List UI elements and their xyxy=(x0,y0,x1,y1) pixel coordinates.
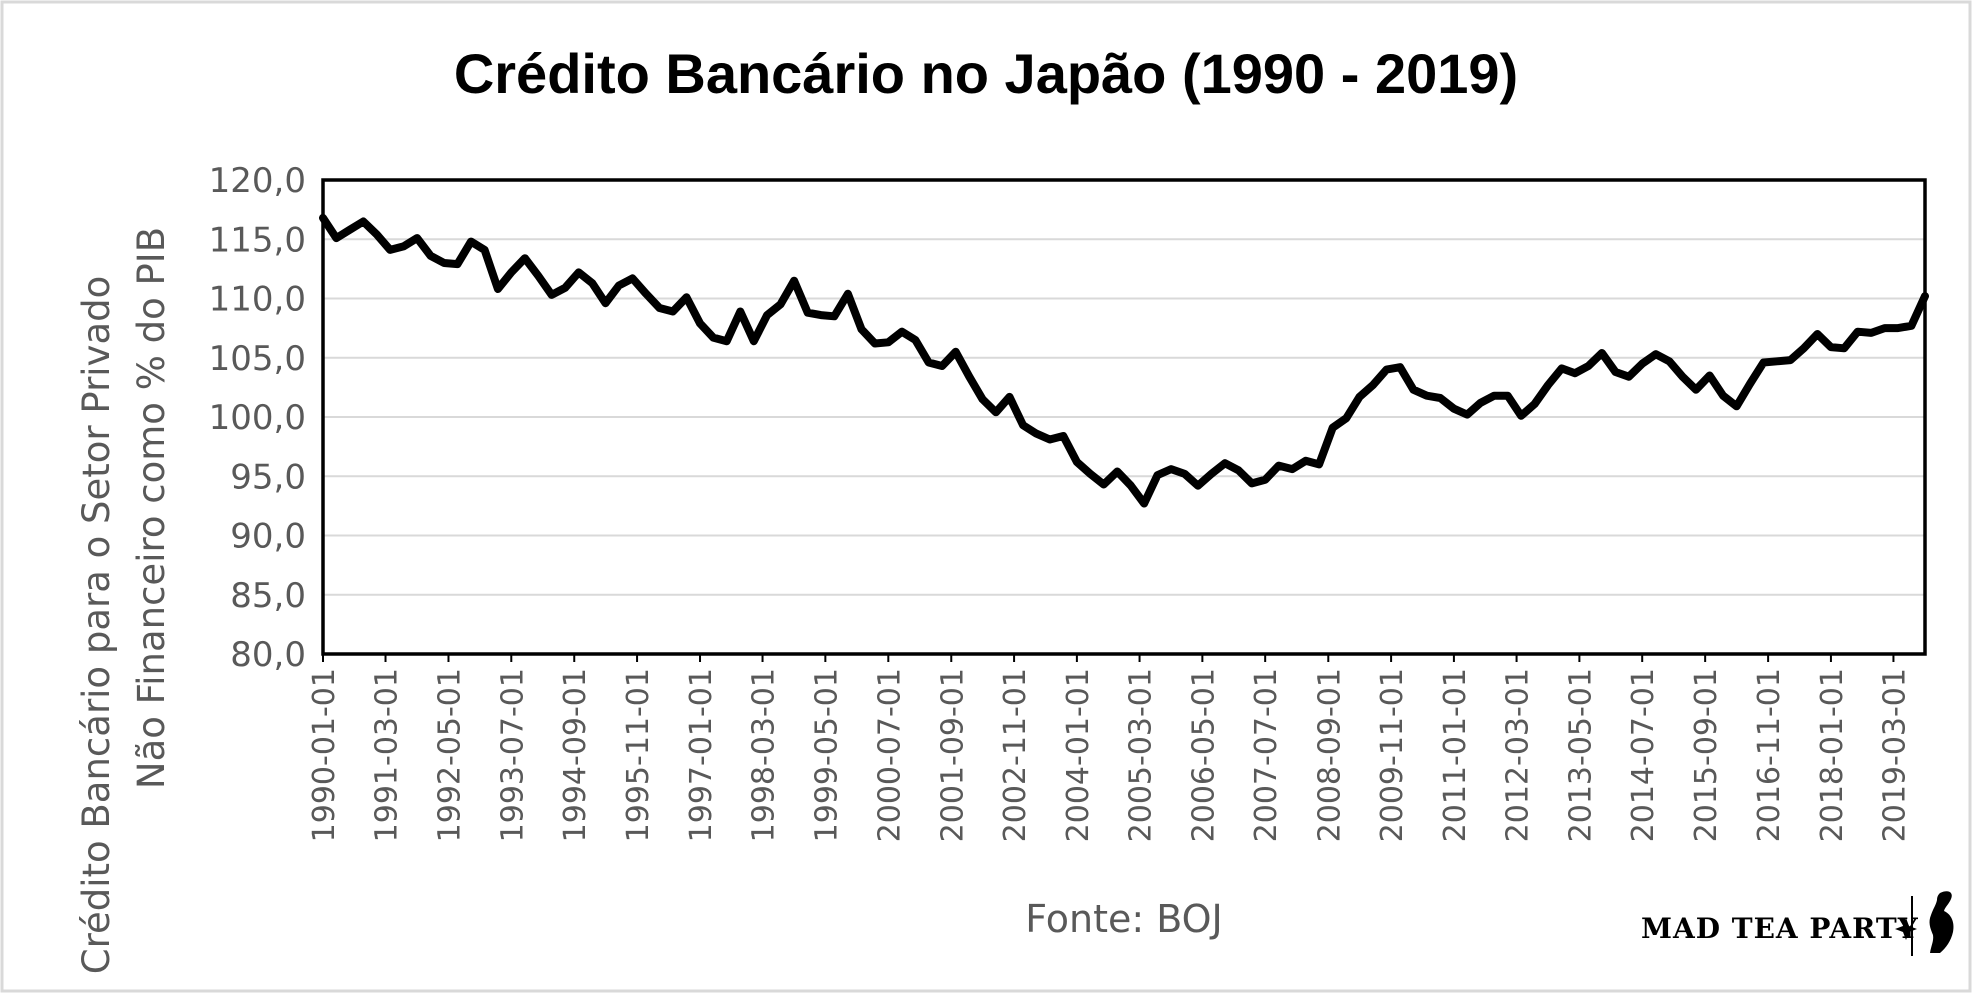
x-tick-label: 2004-01-01 xyxy=(1061,668,1096,842)
y-axis-label: Crédito Bancário para o Setor Privado Nã… xyxy=(75,227,173,974)
x-tick-label: 2002-11-01 xyxy=(998,668,1033,842)
source-note: Fonte: BOJ xyxy=(1025,897,1223,941)
x-tick-label: 1995-11-01 xyxy=(621,668,656,842)
series-line xyxy=(319,213,1929,508)
x-tick-label: 2008-09-01 xyxy=(1312,668,1347,842)
x-tick-label: 2006-05-01 xyxy=(1186,668,1221,842)
y-tick-label: 95,0 xyxy=(230,457,306,497)
x-tick-label: 2001-09-01 xyxy=(935,668,970,842)
y-tick-label: 80,0 xyxy=(230,635,306,675)
x-tick-label: 2011-01-01 xyxy=(1438,668,1473,842)
x-tick-label: 2009-11-01 xyxy=(1375,668,1410,842)
y-tick-label: 105,0 xyxy=(209,339,306,379)
x-tick-label: 2016-11-01 xyxy=(1752,668,1787,842)
x-tick-label: 2019-03-01 xyxy=(1877,668,1912,842)
x-tick-label: 2007-07-01 xyxy=(1249,668,1284,842)
y-axis-label-line2: Não Financeiro como % do PIB xyxy=(130,227,173,789)
x-tick-label: 2005-03-01 xyxy=(1124,668,1159,842)
x-tick-label: 2000-07-01 xyxy=(872,668,907,842)
x-tick-label: 2018-01-01 xyxy=(1815,668,1850,842)
x-tick-label: 2013-05-01 xyxy=(1563,668,1598,842)
brand-text: MAD TEA PARTY xyxy=(1641,912,1919,945)
chart-title: Crédito Bancário no Japão (1990 - 2019) xyxy=(454,42,1518,105)
x-axis-ticks: 1990-01-01 1991-03-01 1992-05-01 1993-07-01… xyxy=(307,654,1912,842)
y-tick-label: 85,0 xyxy=(230,576,306,616)
x-tick-label: 1998-03-01 xyxy=(747,668,782,842)
x-tick-label: 2012-03-01 xyxy=(1501,668,1536,842)
y-tick-label: 110,0 xyxy=(209,280,306,320)
sparkle-icon xyxy=(1895,918,1917,940)
plot-area-border xyxy=(321,178,1927,656)
x-tick-label: 2015-09-01 xyxy=(1689,668,1724,842)
x-tick-label: 1991-03-01 xyxy=(370,668,405,842)
y-axis-label-line1: Crédito Bancário para o Setor Privado xyxy=(75,276,118,975)
y-tick-label: 100,0 xyxy=(209,398,306,438)
x-tick-label: 1994-09-01 xyxy=(558,668,593,842)
y-axis-ticks: 80,0 85,0 90,0 95,0 100,0 105,0 110,0 115,0 120,… xyxy=(209,161,306,675)
brand-logo: MAD TEA PARTY xyxy=(1641,891,1954,956)
x-tick-label: 1999-05-01 xyxy=(809,668,844,842)
x-tick-label: 1993-07-01 xyxy=(495,668,530,842)
y-tick-label: 90,0 xyxy=(230,517,306,557)
rabbit-silhouette-icon xyxy=(1929,891,1954,953)
x-tick-label: 1992-05-01 xyxy=(432,668,467,842)
y-tick-label: 120,0 xyxy=(209,161,306,201)
x-tick-label: 2014-07-01 xyxy=(1626,668,1661,842)
y-tick-label: 115,0 xyxy=(209,220,306,260)
gridlines xyxy=(323,238,1925,596)
x-tick-label: 1997-01-01 xyxy=(684,668,719,842)
x-tick-label: 1990-01-01 xyxy=(307,668,342,842)
